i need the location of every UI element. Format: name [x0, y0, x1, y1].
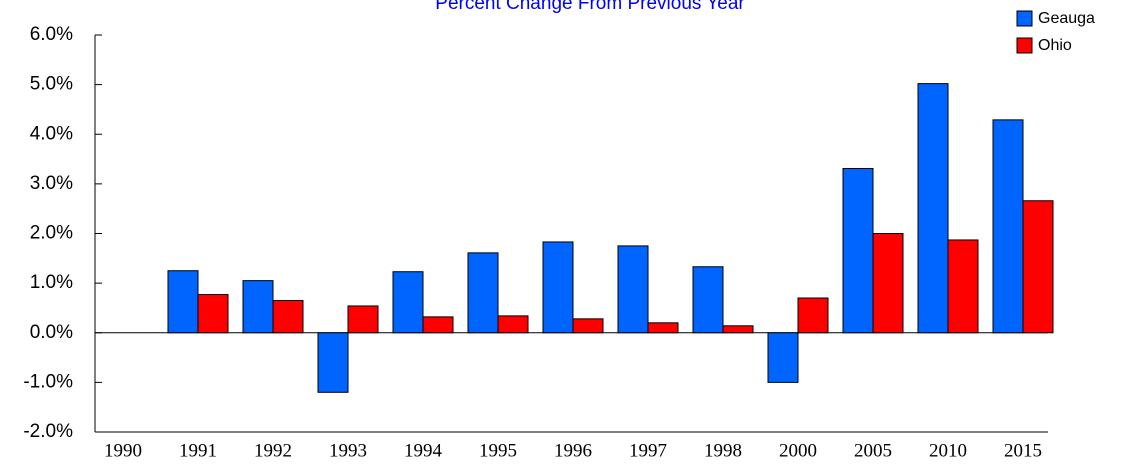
bar: [722, 325, 754, 334]
bar: [797, 297, 829, 334]
x-tick-label: 1993: [329, 440, 367, 461]
bar: [467, 252, 499, 334]
x-tick-label: 1992: [254, 440, 292, 461]
bar: [317, 332, 349, 393]
bar: [497, 315, 529, 334]
bar: [542, 241, 574, 334]
y-tick-label: -1.0%: [23, 371, 73, 392]
y-tick-label: 4.0%: [30, 123, 73, 144]
bar: [767, 332, 799, 383]
x-tick-label: 2000: [779, 440, 817, 461]
x-tick-label: 1996: [554, 440, 592, 461]
x-tick-label: 1998: [704, 440, 742, 461]
y-tick-label: 2.0%: [30, 223, 73, 244]
x-tick-label: 1994: [404, 440, 443, 461]
legend-swatch: [1016, 37, 1033, 54]
y-tick-label: -2.0%: [23, 421, 73, 442]
bar: [422, 316, 454, 334]
chart-title: Percent Change From Previous Year: [435, 0, 745, 14]
x-tick-label: 1997: [629, 440, 667, 461]
bar: [167, 270, 199, 334]
bar: [647, 322, 679, 334]
bar: [617, 245, 649, 334]
bar: [1022, 200, 1054, 334]
y-tick-label: 1.0%: [30, 272, 73, 293]
bar: [392, 271, 424, 334]
bar: [842, 167, 874, 334]
x-tick-label: 1991: [179, 440, 217, 461]
bar: [947, 239, 979, 334]
y-tick-label: 6.0%: [30, 24, 73, 45]
y-tick-label: 0.0%: [30, 322, 73, 343]
bar: [917, 83, 949, 334]
y-tick-label: 5.0%: [30, 74, 73, 95]
x-tick-label: 2005: [854, 440, 892, 461]
legend-swatch: [1016, 10, 1033, 27]
bar: [272, 299, 304, 334]
bar: [992, 119, 1024, 334]
bar: [347, 305, 379, 334]
x-tick-label: 1990: [104, 440, 142, 461]
bar: [572, 318, 604, 334]
bar: [197, 294, 229, 334]
bar: [692, 266, 724, 334]
legend-label: Geauga: [1038, 10, 1095, 27]
legend-label: Ohio: [1038, 37, 1072, 54]
x-tick-label: 2015: [1004, 440, 1042, 461]
x-tick-label: 1995: [479, 440, 517, 461]
y-tick-label: 3.0%: [30, 173, 73, 194]
x-tick-label: 2010: [929, 440, 967, 461]
bar: [872, 233, 904, 334]
bar: [242, 280, 274, 334]
